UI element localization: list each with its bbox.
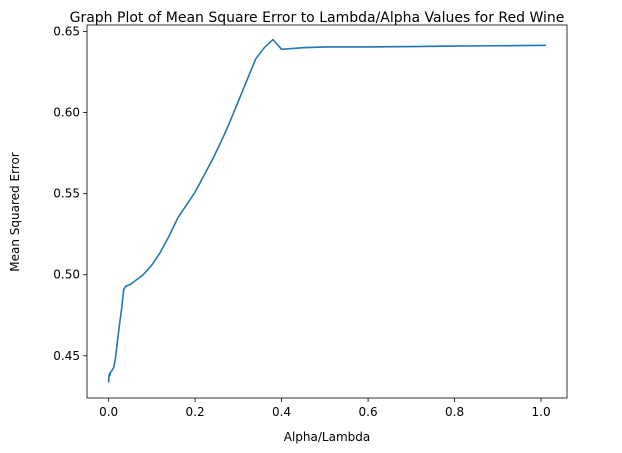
y-tick-label: 0.45 (53, 349, 80, 363)
x-axis: 0.0 0.2 0.4 0.6 0.8 1.0 (99, 398, 551, 419)
x-tick-label: 0.4 (272, 405, 291, 419)
y-tick-label: 0.65 (53, 24, 80, 38)
x-tick-label: 0.2 (186, 405, 205, 419)
y-axis: 0.45 0.50 0.55 0.60 0.65 (53, 24, 87, 363)
y-tick-label: 0.50 (53, 268, 80, 282)
x-tick-label: 1.0 (532, 405, 551, 419)
series-line-0 (107, 38, 547, 383)
x-tick-label: 0.6 (359, 405, 378, 419)
plot-frame (86, 24, 568, 399)
y-axis-label: Mean Squared Error (8, 152, 22, 272)
plot-area (107, 38, 547, 383)
x-tick-label: 0.0 (99, 405, 118, 419)
y-tick-label: 0.55 (53, 187, 80, 201)
y-tick-label: 0.60 (53, 106, 80, 120)
x-axis-label: Alpha/Lambda (284, 430, 370, 444)
chart-title: Graph Plot of Mean Square Error to Lambd… (70, 10, 565, 26)
x-tick-label: 0.8 (445, 405, 464, 419)
